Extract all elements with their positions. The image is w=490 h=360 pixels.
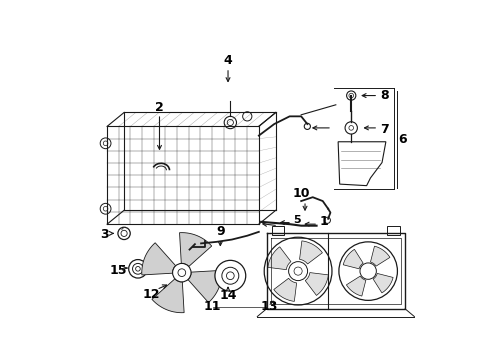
Circle shape (215, 260, 246, 291)
Polygon shape (370, 246, 390, 266)
Circle shape (100, 138, 111, 149)
Text: 12: 12 (142, 288, 160, 301)
Text: 5: 5 (294, 215, 301, 225)
Text: 15: 15 (109, 264, 126, 277)
FancyBboxPatch shape (272, 226, 284, 235)
Circle shape (118, 227, 130, 239)
Polygon shape (373, 274, 393, 293)
Text: 13: 13 (260, 300, 277, 313)
Text: 8: 8 (380, 89, 389, 102)
Polygon shape (338, 142, 386, 186)
Text: 14: 14 (220, 289, 237, 302)
Polygon shape (305, 273, 328, 296)
Circle shape (346, 91, 356, 100)
Text: 10: 10 (293, 187, 310, 200)
Circle shape (129, 260, 147, 278)
Text: 6: 6 (398, 133, 407, 146)
Polygon shape (299, 241, 322, 264)
Circle shape (345, 122, 357, 134)
Circle shape (289, 262, 308, 280)
Text: 9: 9 (216, 225, 224, 238)
Polygon shape (268, 247, 291, 270)
FancyBboxPatch shape (388, 226, 400, 235)
Polygon shape (274, 278, 296, 301)
Circle shape (172, 264, 191, 282)
Circle shape (243, 112, 252, 121)
Text: 1: 1 (320, 215, 329, 228)
Polygon shape (152, 279, 184, 313)
Polygon shape (179, 233, 212, 266)
Text: 2: 2 (155, 100, 164, 114)
Polygon shape (343, 249, 363, 269)
Text: 3: 3 (100, 228, 109, 240)
Circle shape (100, 203, 111, 214)
Circle shape (360, 263, 376, 279)
Circle shape (224, 116, 237, 129)
Text: 7: 7 (380, 123, 389, 136)
Polygon shape (142, 243, 176, 275)
Text: 4: 4 (223, 54, 232, 67)
Text: 11: 11 (204, 300, 221, 313)
Polygon shape (346, 276, 366, 296)
Polygon shape (188, 270, 222, 302)
